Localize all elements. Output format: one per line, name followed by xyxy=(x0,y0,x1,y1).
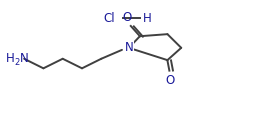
Text: H: H xyxy=(6,52,15,65)
Text: H: H xyxy=(143,12,152,25)
Text: O: O xyxy=(123,11,132,24)
Text: Cl: Cl xyxy=(103,12,115,25)
Text: 2: 2 xyxy=(14,58,19,67)
Text: N: N xyxy=(124,41,133,54)
Text: O: O xyxy=(166,74,175,87)
Text: N: N xyxy=(20,52,29,65)
